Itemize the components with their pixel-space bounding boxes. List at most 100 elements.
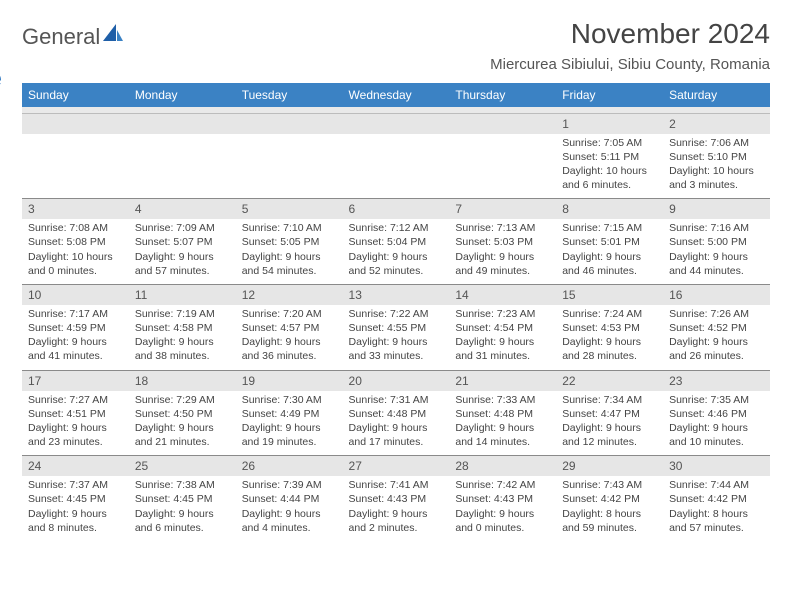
date-cell: 18 bbox=[129, 370, 236, 391]
sunrise-text: Sunrise: 7:20 AM bbox=[242, 307, 337, 321]
day-cell: Sunrise: 7:26 AMSunset: 4:52 PMDaylight:… bbox=[663, 305, 770, 370]
calendar-table: Sunday Monday Tuesday Wednesday Thursday… bbox=[22, 83, 770, 541]
date-cell: 24 bbox=[22, 456, 129, 477]
day-cell: Sunrise: 7:44 AMSunset: 4:42 PMDaylight:… bbox=[663, 476, 770, 541]
content-row: Sunrise: 7:08 AMSunset: 5:08 PMDaylight:… bbox=[22, 219, 770, 284]
date-cell: 13 bbox=[343, 284, 450, 305]
daylight-text-2: and 10 minutes. bbox=[669, 435, 764, 449]
sunset-text: Sunset: 4:45 PM bbox=[28, 492, 123, 506]
date-cell bbox=[236, 113, 343, 134]
date-cell bbox=[129, 113, 236, 134]
day-header: Friday bbox=[556, 83, 663, 107]
date-row: 10111213141516 bbox=[22, 284, 770, 305]
sunset-text: Sunset: 4:42 PM bbox=[562, 492, 657, 506]
daylight-text-2: and 52 minutes. bbox=[349, 264, 444, 278]
sunset-text: Sunset: 5:07 PM bbox=[135, 235, 230, 249]
date-cell: 11 bbox=[129, 284, 236, 305]
daylight-text-1: Daylight: 9 hours bbox=[562, 250, 657, 264]
sunset-text: Sunset: 4:48 PM bbox=[455, 407, 550, 421]
sunrise-text: Sunrise: 7:06 AM bbox=[669, 136, 764, 150]
date-cell: 23 bbox=[663, 370, 770, 391]
sunrise-text: Sunrise: 7:13 AM bbox=[455, 221, 550, 235]
sunrise-text: Sunrise: 7:27 AM bbox=[28, 393, 123, 407]
day-header: Wednesday bbox=[343, 83, 450, 107]
date-cell: 9 bbox=[663, 199, 770, 220]
day-cell: Sunrise: 7:42 AMSunset: 4:43 PMDaylight:… bbox=[449, 476, 556, 541]
sunset-text: Sunset: 5:01 PM bbox=[562, 235, 657, 249]
day-cell: Sunrise: 7:41 AMSunset: 4:43 PMDaylight:… bbox=[343, 476, 450, 541]
date-cell: 29 bbox=[556, 456, 663, 477]
daylight-text-2: and 54 minutes. bbox=[242, 264, 337, 278]
day-cell: Sunrise: 7:34 AMSunset: 4:47 PMDaylight:… bbox=[556, 391, 663, 456]
daylight-text-1: Daylight: 9 hours bbox=[28, 507, 123, 521]
daylight-text-1: Daylight: 9 hours bbox=[349, 335, 444, 349]
sunset-text: Sunset: 4:52 PM bbox=[669, 321, 764, 335]
date-cell: 1 bbox=[556, 113, 663, 134]
day-cell: Sunrise: 7:22 AMSunset: 4:55 PMDaylight:… bbox=[343, 305, 450, 370]
sunset-text: Sunset: 4:46 PM bbox=[669, 407, 764, 421]
daylight-text-2: and 8 minutes. bbox=[28, 521, 123, 535]
daylight-text-2: and 2 minutes. bbox=[349, 521, 444, 535]
daylight-text-1: Daylight: 10 hours bbox=[28, 250, 123, 264]
sunrise-text: Sunrise: 7:17 AM bbox=[28, 307, 123, 321]
daylight-text-1: Daylight: 9 hours bbox=[28, 421, 123, 435]
daylight-text-2: and 26 minutes. bbox=[669, 349, 764, 363]
daylight-text-1: Daylight: 9 hours bbox=[455, 421, 550, 435]
sunset-text: Sunset: 5:00 PM bbox=[669, 235, 764, 249]
day-cell: Sunrise: 7:23 AMSunset: 4:54 PMDaylight:… bbox=[449, 305, 556, 370]
daylight-text-1: Daylight: 8 hours bbox=[669, 507, 764, 521]
date-cell: 28 bbox=[449, 456, 556, 477]
daylight-text-2: and 17 minutes. bbox=[349, 435, 444, 449]
sunset-text: Sunset: 5:04 PM bbox=[349, 235, 444, 249]
sunrise-text: Sunrise: 7:10 AM bbox=[242, 221, 337, 235]
sunset-text: Sunset: 4:45 PM bbox=[135, 492, 230, 506]
day-cell: Sunrise: 7:09 AMSunset: 5:07 PMDaylight:… bbox=[129, 219, 236, 284]
sunrise-text: Sunrise: 7:23 AM bbox=[455, 307, 550, 321]
date-cell: 19 bbox=[236, 370, 343, 391]
sunset-text: Sunset: 4:53 PM bbox=[562, 321, 657, 335]
day-cell: Sunrise: 7:31 AMSunset: 4:48 PMDaylight:… bbox=[343, 391, 450, 456]
month-title: November 2024 bbox=[490, 18, 770, 50]
day-header: Tuesday bbox=[236, 83, 343, 107]
daylight-text-1: Daylight: 9 hours bbox=[135, 335, 230, 349]
date-cell bbox=[22, 113, 129, 134]
date-cell: 20 bbox=[343, 370, 450, 391]
daylight-text-2: and 12 minutes. bbox=[562, 435, 657, 449]
day-cell bbox=[343, 134, 450, 199]
daylight-text-1: Daylight: 9 hours bbox=[562, 421, 657, 435]
daylight-text-2: and 31 minutes. bbox=[455, 349, 550, 363]
sunset-text: Sunset: 4:55 PM bbox=[349, 321, 444, 335]
date-row: 24252627282930 bbox=[22, 456, 770, 477]
day-cell: Sunrise: 7:15 AMSunset: 5:01 PMDaylight:… bbox=[556, 219, 663, 284]
day-cell: Sunrise: 7:10 AMSunset: 5:05 PMDaylight:… bbox=[236, 219, 343, 284]
sunrise-text: Sunrise: 7:08 AM bbox=[28, 221, 123, 235]
date-cell: 12 bbox=[236, 284, 343, 305]
daylight-text-1: Daylight: 9 hours bbox=[135, 507, 230, 521]
daylight-text-1: Daylight: 9 hours bbox=[242, 507, 337, 521]
daylight-text-1: Daylight: 8 hours bbox=[562, 507, 657, 521]
daylight-text-2: and 0 minutes. bbox=[28, 264, 123, 278]
daylight-text-1: Daylight: 9 hours bbox=[135, 421, 230, 435]
date-row: 12 bbox=[22, 113, 770, 134]
daylight-text-1: Daylight: 10 hours bbox=[562, 164, 657, 178]
daylight-text-2: and 4 minutes. bbox=[242, 521, 337, 535]
date-cell: 6 bbox=[343, 199, 450, 220]
logo-sail-icon bbox=[103, 29, 123, 46]
sunrise-text: Sunrise: 7:42 AM bbox=[455, 478, 550, 492]
day-cell: Sunrise: 7:30 AMSunset: 4:49 PMDaylight:… bbox=[236, 391, 343, 456]
sunset-text: Sunset: 5:10 PM bbox=[669, 150, 764, 164]
content-row: Sunrise: 7:27 AMSunset: 4:51 PMDaylight:… bbox=[22, 391, 770, 456]
daylight-text-2: and 33 minutes. bbox=[349, 349, 444, 363]
day-cell: Sunrise: 7:16 AMSunset: 5:00 PMDaylight:… bbox=[663, 219, 770, 284]
sunset-text: Sunset: 4:54 PM bbox=[455, 321, 550, 335]
content-row: Sunrise: 7:37 AMSunset: 4:45 PMDaylight:… bbox=[22, 476, 770, 541]
daylight-text-1: Daylight: 9 hours bbox=[562, 335, 657, 349]
day-cell: Sunrise: 7:06 AMSunset: 5:10 PMDaylight:… bbox=[663, 134, 770, 199]
sunrise-text: Sunrise: 7:44 AM bbox=[669, 478, 764, 492]
sunrise-text: Sunrise: 7:15 AM bbox=[562, 221, 657, 235]
daylight-text-2: and 6 minutes. bbox=[562, 178, 657, 192]
day-cell: Sunrise: 7:05 AMSunset: 5:11 PMDaylight:… bbox=[556, 134, 663, 199]
daylight-text-2: and 21 minutes. bbox=[135, 435, 230, 449]
sunset-text: Sunset: 4:48 PM bbox=[349, 407, 444, 421]
sunrise-text: Sunrise: 7:33 AM bbox=[455, 393, 550, 407]
